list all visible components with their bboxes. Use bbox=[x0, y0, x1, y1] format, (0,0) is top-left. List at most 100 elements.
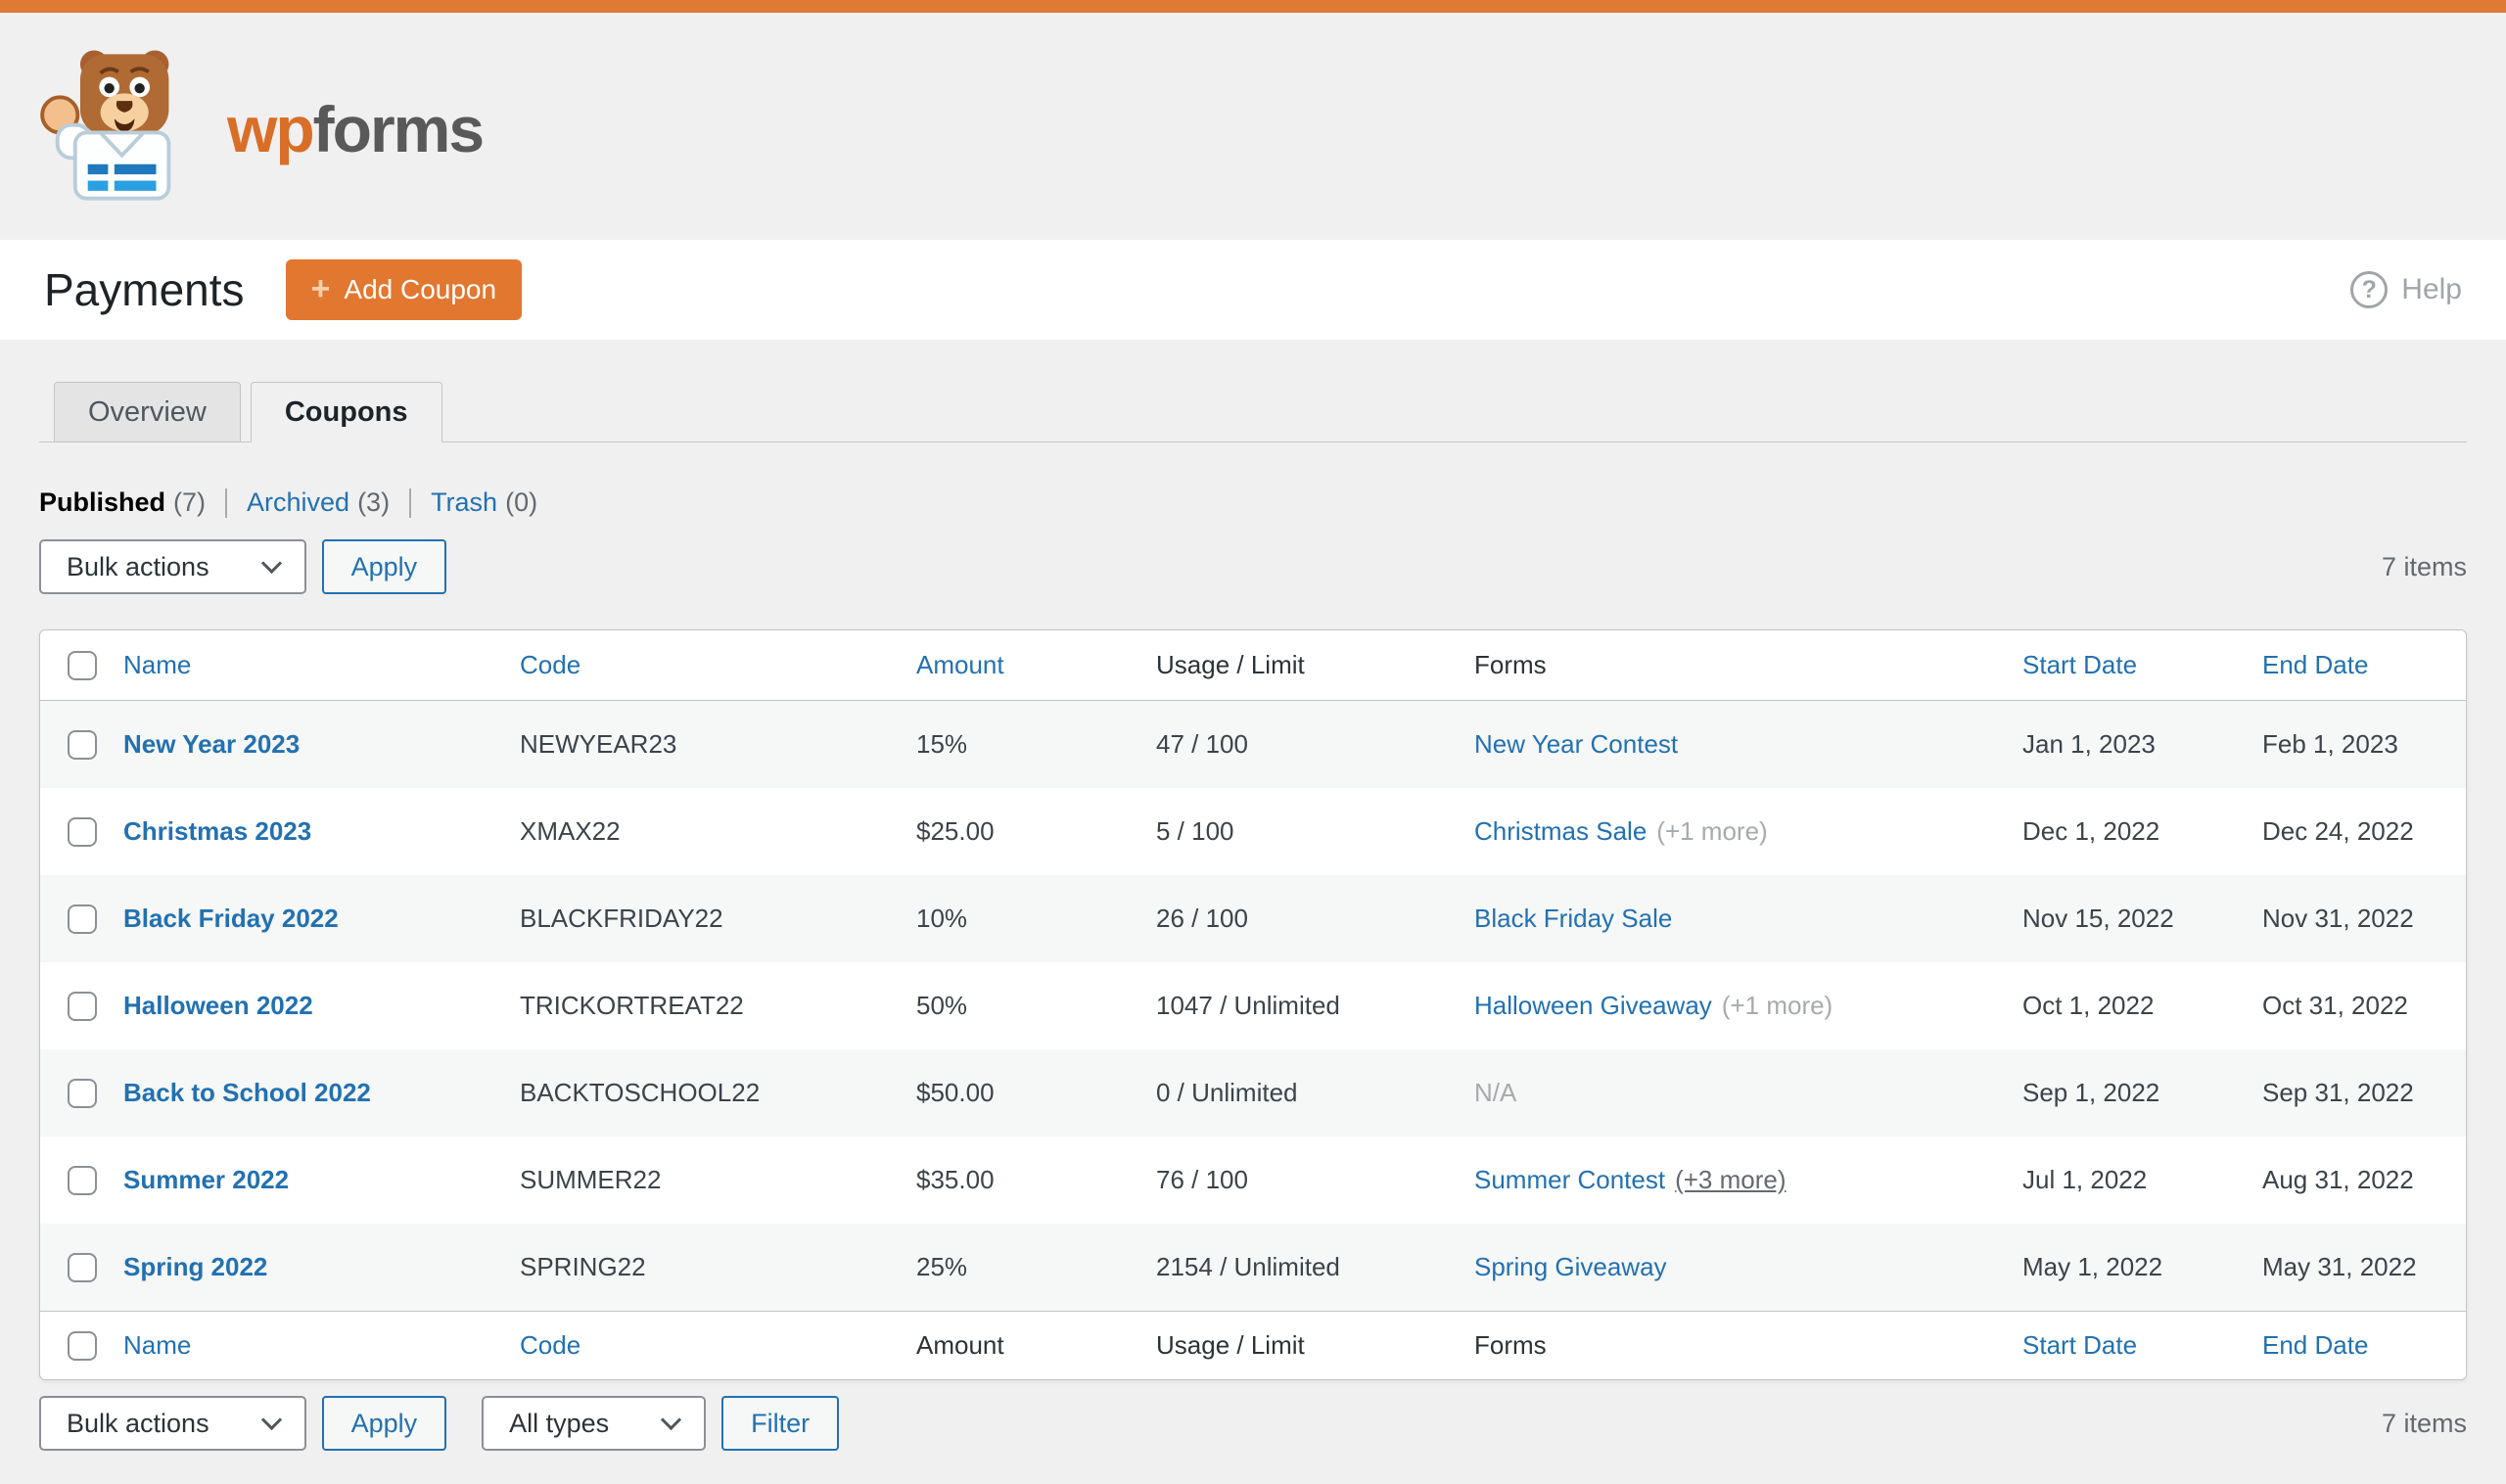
chevron-down-icon bbox=[661, 1409, 682, 1430]
coupon-usage: 1047 / Unlimited bbox=[1156, 991, 1340, 1020]
coupon-end-date: Aug 31, 2022 bbox=[2262, 1165, 2414, 1194]
row-checkbox-cell bbox=[40, 1252, 123, 1282]
bulk-actions-value: Bulk actions bbox=[67, 551, 209, 581]
table-row: Black Friday 2022 BLACKFRIDAY22 10% 26 /… bbox=[40, 875, 2466, 962]
coupon-name-link[interactable]: Christmas 2023 bbox=[123, 816, 312, 846]
help-label: Help bbox=[2401, 273, 2462, 305]
table-header-row: Name Code Amount Usage / Limit Forms Sta… bbox=[40, 630, 2466, 701]
more-forms-link[interactable]: (+3 more) bbox=[1675, 1165, 1787, 1194]
coupon-name-link[interactable]: New Year 2023 bbox=[123, 729, 301, 759]
coupon-usage: 26 / 100 bbox=[1156, 904, 1248, 933]
coupon-usage: 2154 / Unlimited bbox=[1156, 1252, 1340, 1281]
coupon-amount: 25% bbox=[916, 1252, 968, 1281]
coupon-start-date: Nov 15, 2022 bbox=[2022, 904, 2174, 933]
tab-overview[interactable]: Overview bbox=[54, 382, 241, 442]
footer-checkbox-cell bbox=[40, 1330, 123, 1361]
filter-button[interactable]: Filter bbox=[721, 1396, 840, 1451]
more-forms-note: (+1 more) bbox=[1656, 816, 1768, 846]
bulk-actions-select[interactable]: Bulk actions bbox=[39, 1396, 306, 1451]
coupon-form-link[interactable]: Summer Contest bbox=[1474, 1165, 1666, 1194]
row-checkbox[interactable] bbox=[67, 904, 97, 934]
row-checkbox-cell bbox=[40, 1078, 123, 1108]
row-checkbox[interactable] bbox=[67, 816, 97, 847]
row-checkbox[interactable] bbox=[67, 1165, 97, 1195]
help-button[interactable]: ? Help bbox=[2350, 271, 2462, 308]
coupon-form-link[interactable]: Christmas Sale bbox=[1474, 816, 1647, 846]
coupon-code: BLACKFRIDAY22 bbox=[520, 904, 723, 933]
coupon-start-date: Oct 1, 2022 bbox=[2022, 991, 2155, 1020]
wordmark-forms: forms bbox=[312, 93, 485, 165]
coupon-name-link[interactable]: Spring 2022 bbox=[123, 1252, 268, 1281]
tab-coupons[interactable]: Coupons bbox=[250, 382, 442, 442]
column-header-start-date[interactable]: Start Date bbox=[2022, 650, 2138, 679]
coupon-name-link[interactable]: Halloween 2022 bbox=[123, 991, 313, 1020]
column-header-code[interactable]: Code bbox=[520, 650, 581, 679]
coupon-code: XMAX22 bbox=[520, 816, 621, 846]
coupon-form-link[interactable]: Halloween Giveaway bbox=[1474, 991, 1712, 1020]
column-header-name[interactable]: Name bbox=[123, 650, 192, 679]
coupon-usage: 76 / 100 bbox=[1156, 1165, 1248, 1194]
row-checkbox[interactable] bbox=[67, 1252, 97, 1282]
coupon-name-link[interactable]: Summer 2022 bbox=[123, 1165, 290, 1194]
coupon-usage: 47 / 100 bbox=[1156, 729, 1248, 759]
filter-archived-label: Archived bbox=[247, 487, 350, 517]
footer-column-name[interactable]: Name bbox=[123, 1330, 192, 1360]
add-coupon-button[interactable]: + Add Coupon bbox=[285, 259, 523, 320]
coupon-code: NEWYEAR23 bbox=[520, 729, 677, 759]
chevron-down-icon bbox=[260, 1409, 282, 1430]
coupon-form-link[interactable]: New Year Contest bbox=[1474, 729, 1679, 759]
apply-button[interactable]: Apply bbox=[321, 539, 447, 594]
filter-trash[interactable]: Trash (0) bbox=[431, 487, 537, 518]
table-row: Spring 2022 SPRING22 25% 2154 / Unlimite… bbox=[40, 1224, 2466, 1311]
coupon-name-link[interactable]: Back to School 2022 bbox=[123, 1078, 371, 1107]
question-mark-icon: ? bbox=[2350, 271, 2389, 308]
coupon-code: SPRING22 bbox=[520, 1252, 646, 1281]
coupon-start-date: Dec 1, 2022 bbox=[2022, 816, 2160, 846]
column-header-amount[interactable]: Amount bbox=[916, 650, 1004, 679]
table-row: Back to School 2022 BACKTOSCHOOL22 $50.0… bbox=[40, 1049, 2466, 1136]
coupon-form-link[interactable]: Spring Giveaway bbox=[1474, 1252, 1667, 1281]
plus-icon: + bbox=[310, 269, 331, 307]
chevron-down-icon bbox=[260, 552, 282, 574]
coupon-amount: $50.00 bbox=[916, 1078, 995, 1107]
row-checkbox[interactable] bbox=[67, 1078, 97, 1108]
apply-button[interactable]: Apply bbox=[321, 1396, 447, 1451]
top-toolbar: Bulk actions Apply 7 items bbox=[39, 539, 2467, 594]
table-row: Summer 2022 SUMMER22 $35.00 76 / 100 Sum… bbox=[40, 1136, 2466, 1224]
coupon-usage: 0 / Unlimited bbox=[1156, 1078, 1298, 1107]
coupon-form-link[interactable]: Black Friday Sale bbox=[1474, 904, 1673, 933]
type-filter-select[interactable]: All types bbox=[482, 1396, 707, 1451]
filter-archived[interactable]: Archived (3) bbox=[247, 487, 390, 518]
coupon-start-date: May 1, 2022 bbox=[2022, 1252, 2163, 1281]
column-header-end-date[interactable]: End Date bbox=[2262, 650, 2369, 679]
footer-column-start-date[interactable]: Start Date bbox=[2022, 1330, 2138, 1360]
select-all-checkbox[interactable] bbox=[67, 650, 97, 680]
coupon-end-date: May 31, 2022 bbox=[2262, 1252, 2417, 1281]
footer-column-end-date[interactable]: End Date bbox=[2262, 1330, 2369, 1360]
footer-column-forms: Forms bbox=[1474, 1330, 1547, 1360]
content-area: Overview Coupons Published (7) Archived (3… bbox=[0, 382, 2506, 1451]
filter-published[interactable]: Published (7) bbox=[39, 487, 206, 518]
coupon-amount: 10% bbox=[916, 904, 968, 933]
coupon-start-date: Sep 1, 2022 bbox=[2022, 1078, 2160, 1107]
footer-column-code[interactable]: Code bbox=[520, 1330, 581, 1360]
wpforms-bear-icon bbox=[40, 50, 171, 201]
coupon-code: SUMMER22 bbox=[520, 1165, 662, 1194]
filter-trash-count: (0) bbox=[505, 487, 538, 517]
wpforms-wordmark: wpforms bbox=[227, 92, 485, 166]
row-checkbox[interactable] bbox=[67, 729, 97, 760]
header-checkbox-cell bbox=[40, 650, 123, 680]
coupon-start-date: Jan 1, 2023 bbox=[2022, 729, 2156, 759]
header-logo-band: wpforms bbox=[0, 13, 2506, 240]
items-count: 7 items bbox=[2381, 551, 2467, 581]
row-checkbox-cell bbox=[40, 1165, 123, 1195]
select-all-checkbox[interactable] bbox=[67, 1330, 97, 1361]
bulk-actions-value: Bulk actions bbox=[67, 1408, 209, 1438]
divider bbox=[409, 487, 412, 518]
filter-published-count: (7) bbox=[173, 487, 207, 517]
bulk-actions-select[interactable]: Bulk actions bbox=[39, 539, 306, 594]
row-checkbox[interactable] bbox=[67, 991, 97, 1021]
filter-published-label: Published bbox=[39, 487, 166, 517]
row-checkbox-cell bbox=[40, 729, 123, 760]
coupon-name-link[interactable]: Black Friday 2022 bbox=[123, 904, 339, 933]
